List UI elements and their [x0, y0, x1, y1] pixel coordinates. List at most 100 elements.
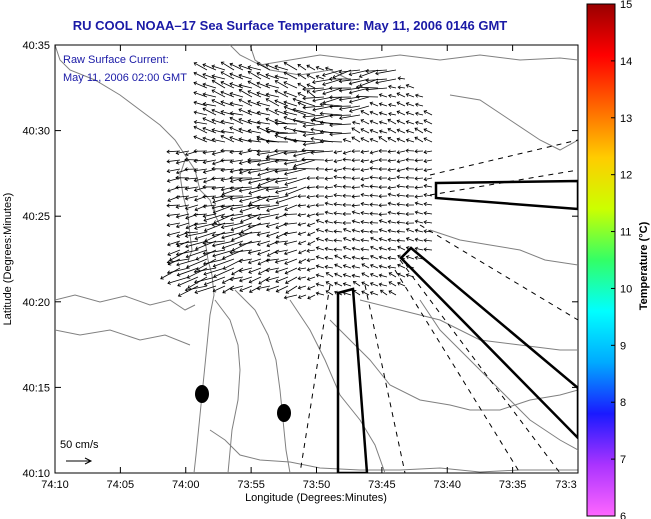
- current-vector-head: [396, 220, 400, 225]
- current-vector: [257, 213, 280, 220]
- current-vector-head: [194, 197, 198, 202]
- current-vector-head: [370, 245, 374, 250]
- current-vector: [379, 103, 388, 107]
- current-vector-head: [405, 227, 410, 232]
- current-vector-head: [365, 78, 369, 83]
- current-vector: [211, 65, 226, 71]
- current-vector-head: [175, 150, 180, 156]
- current-vector: [375, 78, 397, 84]
- current-vector: [284, 204, 298, 211]
- current-vector: [221, 222, 244, 228]
- current-vector-head: [322, 100, 327, 105]
- current-vector: [334, 150, 343, 153]
- current-vector-head: [396, 168, 401, 173]
- current-vector-head: [220, 194, 224, 199]
- current-vector: [185, 231, 208, 237]
- current-vector-head: [175, 170, 180, 175]
- current-vector: [397, 203, 406, 206]
- current-vector: [361, 230, 370, 233]
- x-tick-label: 74:00: [172, 479, 200, 491]
- current-vector: [324, 159, 334, 162]
- current-vector: [334, 194, 343, 197]
- current-vector: [167, 240, 181, 246]
- map-title: RU COOL NOAA–17 Sea Surface Temperature:…: [72, 18, 508, 33]
- current-vector: [424, 230, 433, 233]
- current-vector-head: [306, 248, 310, 253]
- current-vector-head: [265, 63, 270, 68]
- current-vector: [302, 87, 325, 90]
- current-vector: [204, 276, 226, 286]
- colorbar-tick-label: 10: [620, 283, 632, 295]
- current-vector-head: [315, 246, 320, 251]
- current-vector: [274, 109, 289, 116]
- current-vector-head: [202, 150, 206, 155]
- current-vector-head: [283, 212, 287, 217]
- current-vector-head: [396, 150, 401, 155]
- current-vector: [349, 69, 370, 75]
- current-vector-head: [275, 234, 280, 239]
- current-vector-head: [229, 169, 234, 174]
- current-vector: [167, 159, 181, 163]
- current-vector: [275, 122, 298, 125]
- current-vector-head: [202, 160, 207, 165]
- current-vector: [396, 230, 406, 233]
- current-vector: [352, 247, 361, 251]
- current-vector: [334, 282, 343, 287]
- current-vector-head: [310, 150, 314, 155]
- current-vector: [221, 186, 235, 191]
- current-vector: [351, 177, 361, 179]
- current-vector-head: [405, 102, 410, 106]
- current-vector-head: [297, 241, 302, 246]
- current-vector: [230, 168, 244, 173]
- current-vector: [239, 276, 253, 282]
- current-vector-head: [229, 111, 234, 116]
- current-vector: [322, 96, 343, 104]
- current-vector-head: [312, 89, 316, 94]
- current-vector: [257, 204, 280, 209]
- current-vector-head: [423, 247, 427, 252]
- current-vector-head: [322, 91, 326, 96]
- current-vector-head: [378, 176, 382, 181]
- current-vector-head: [307, 241, 311, 246]
- current-vector: [202, 73, 217, 80]
- y-tick-label: 40:35: [22, 40, 50, 52]
- current-vector-head: [184, 167, 188, 172]
- current-vector-head: [221, 235, 225, 240]
- current-vector: [388, 104, 397, 107]
- current-vector: [212, 139, 226, 143]
- current-vector: [203, 150, 217, 154]
- current-vector: [298, 240, 307, 245]
- current-vector-head: [238, 178, 242, 183]
- current-vector: [213, 258, 235, 267]
- current-vector-head: [247, 99, 252, 104]
- current-vector-head: [414, 228, 419, 233]
- current-vector: [353, 281, 361, 287]
- current-vector: [396, 120, 406, 125]
- current-vector: [248, 249, 262, 254]
- current-vector-head: [274, 109, 278, 113]
- current-vector-head: [342, 227, 347, 232]
- current-vector: [325, 290, 334, 296]
- current-vector: [423, 128, 433, 134]
- current-vector-head: [202, 72, 206, 77]
- current-vector: [415, 238, 424, 242]
- current-vector: [396, 92, 406, 98]
- x-tick-label: 73:40: [433, 479, 461, 491]
- coastline-nj-inner: [55, 294, 196, 311]
- current-vector: [212, 195, 235, 203]
- current-vector: [284, 150, 307, 154]
- current-vector: [307, 231, 316, 236]
- current-vector-head: [265, 117, 270, 122]
- current-vector: [266, 240, 280, 247]
- current-vector: [325, 257, 334, 260]
- current-vector-head: [238, 167, 242, 173]
- current-vector-head: [211, 186, 215, 191]
- current-vector: [292, 108, 316, 116]
- current-vector: [396, 111, 406, 116]
- current-vector-head: [247, 160, 251, 165]
- current-vector: [424, 194, 433, 197]
- current-vector: [248, 71, 262, 80]
- current-vector: [406, 139, 415, 143]
- current-vector-head: [274, 121, 279, 126]
- current-vector-head: [306, 83, 311, 88]
